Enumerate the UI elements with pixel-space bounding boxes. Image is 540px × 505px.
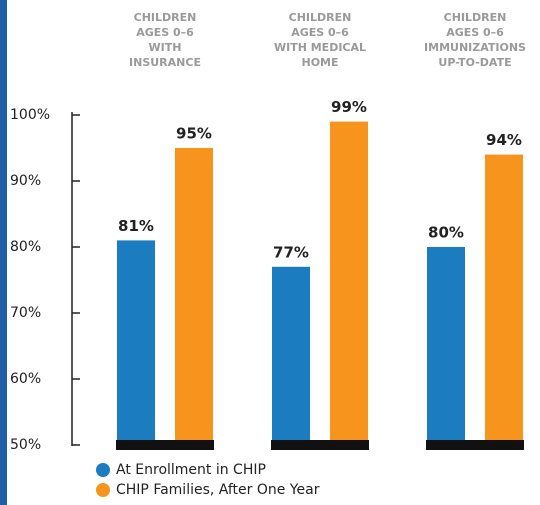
value-label: 77% [273, 243, 309, 261]
value-label: 81% [118, 217, 154, 235]
legend-swatch [96, 463, 110, 477]
bar-base [271, 440, 369, 450]
bar [117, 240, 155, 445]
bar [330, 121, 368, 445]
side-stripe [0, 0, 7, 505]
y-tick-label: 80% [10, 239, 41, 255]
y-tick-label: 60% [10, 371, 41, 387]
bar [175, 148, 213, 445]
legend-label: CHIP Families, After One Year [116, 482, 320, 498]
value-label: 99% [331, 98, 367, 116]
bar-base [426, 440, 524, 450]
y-tick-label: 70% [10, 305, 41, 321]
bar [427, 247, 465, 445]
legend-swatch [96, 483, 110, 497]
category-label: CHILDREN AGES 0–6 WITH MEDICAL HOME [273, 11, 367, 69]
value-label: 80% [428, 224, 464, 242]
bar [485, 154, 523, 445]
y-tick-label: 50% [10, 437, 41, 453]
y-tick-label: 90% [10, 173, 41, 189]
value-label: 94% [486, 131, 522, 149]
bar-base [116, 440, 214, 450]
y-tick-label: 100% [10, 107, 50, 123]
bar [272, 266, 310, 445]
legend-label: At Enrollment in CHIP [116, 462, 266, 478]
value-label: 95% [176, 125, 212, 143]
category-label: CHILDREN AGES 0–6 IMMUNIZATIONS UP-TO-DA… [424, 11, 526, 69]
category-label: CHILDREN AGES 0–6 WITH INSURANCE [129, 11, 201, 69]
